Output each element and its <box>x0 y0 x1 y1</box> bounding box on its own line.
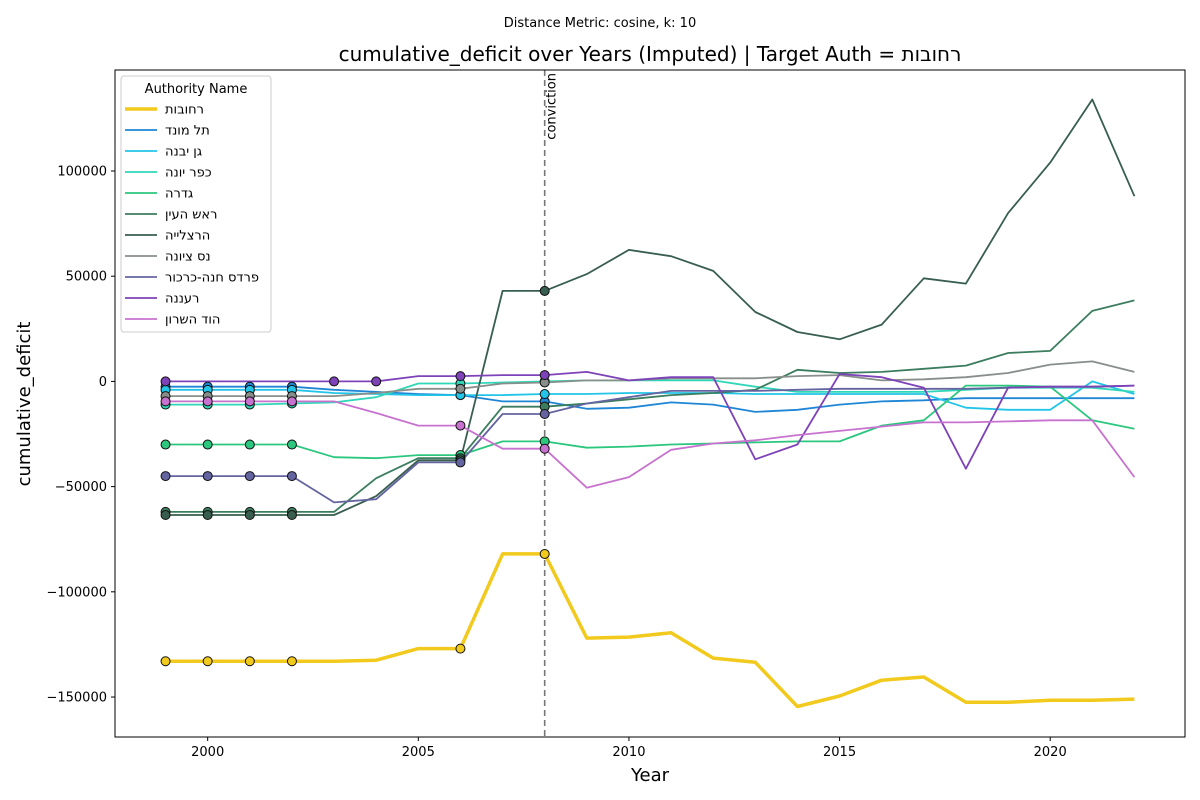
data-point <box>202 656 213 667</box>
y-axis-label: cumulative_deficit <box>14 322 35 487</box>
data-point <box>371 376 382 387</box>
y-ticks: −150000 −100000 −50000 0 50000 100000 <box>46 164 115 706</box>
x-axis-label: Year <box>630 765 670 786</box>
series-line <box>165 384 1135 460</box>
x-tick-label: 2020 <box>1034 745 1067 760</box>
legend-entry: כפר יונה <box>165 166 212 181</box>
x-tick-label: 2000 <box>191 745 224 760</box>
series-line <box>165 552 1135 709</box>
series-line <box>165 385 1135 413</box>
series-line <box>165 380 1135 411</box>
plot-frame <box>114 69 1186 738</box>
data-point <box>539 285 550 296</box>
data-point <box>455 383 466 394</box>
legend-entry: גן יבנה <box>165 145 202 160</box>
data-point <box>539 389 550 400</box>
data-point <box>286 471 297 482</box>
series-line <box>165 299 1135 513</box>
legend-entry: הרצלייה <box>165 229 210 244</box>
data-point <box>286 396 297 407</box>
x-tick-label: 2005 <box>402 745 435 760</box>
legend-items: רחובות תל מונד גן יבנה כפר יונה גדרה ראש העין… <box>125 103 259 328</box>
series-line <box>165 400 1136 489</box>
data-point <box>202 439 213 450</box>
data-point <box>202 396 213 407</box>
y-tick-label: 0 <box>99 375 107 390</box>
data-point <box>160 471 171 482</box>
legend-entry: רחובות <box>165 103 204 118</box>
legend-entry: הוד השרון <box>165 313 220 328</box>
data-point <box>455 457 466 468</box>
legend-title: Authority Name <box>145 82 248 97</box>
data-point <box>160 510 171 521</box>
data-point <box>244 510 255 521</box>
data-point <box>286 439 297 450</box>
data-point <box>244 439 255 450</box>
data-point <box>455 420 466 431</box>
data-point <box>244 396 255 407</box>
data-point <box>244 656 255 667</box>
y-tick-label: 100000 <box>57 164 107 179</box>
legend-entry: ראש העין <box>165 208 217 223</box>
series-line <box>165 98 1136 516</box>
data-point <box>202 471 213 482</box>
y-tick-label: 50000 <box>66 270 107 285</box>
data-point <box>539 409 550 420</box>
series-layer <box>165 98 1136 709</box>
series-line <box>165 384 1135 504</box>
data-point <box>160 396 171 407</box>
conviction-label: conviction <box>545 73 560 140</box>
data-point <box>329 376 340 387</box>
data-point <box>455 643 466 654</box>
legend-entry: נס ציונה <box>165 250 211 265</box>
series-line <box>165 370 1135 470</box>
data-point <box>539 443 550 454</box>
legend-entry: גדרה <box>165 187 193 202</box>
x-tick-label: 2010 <box>612 745 645 760</box>
data-point <box>160 656 171 667</box>
data-point <box>244 471 255 482</box>
x-tick-label: 2015 <box>823 745 856 760</box>
y-tick-label: −50000 <box>55 480 107 495</box>
y-tick-label: −100000 <box>46 585 107 600</box>
legend-box <box>120 75 272 333</box>
legend-entry: רעננה <box>165 292 199 307</box>
legend-entry: פרדס חנה-כרכור <box>165 271 259 286</box>
chart-title: cumulative_deficit over Years (Imputed) … <box>339 42 962 66</box>
data-point <box>286 656 297 667</box>
data-point <box>160 376 171 387</box>
legend: Authority Name רחובות תל מונד גן יבנה כפר י… <box>120 75 272 333</box>
chart-suptitle: Distance Metric: cosine, k: 10 <box>504 16 696 31</box>
data-point <box>539 370 550 381</box>
data-point <box>539 548 550 559</box>
data-point <box>286 510 297 521</box>
marker-layer <box>160 285 550 667</box>
data-point <box>160 439 171 450</box>
x-ticks: 2000 2005 2010 2015 2020 <box>191 737 1067 760</box>
data-point <box>202 510 213 521</box>
legend-entry: תל מונד <box>165 124 210 139</box>
y-tick-label: −150000 <box>46 691 107 706</box>
data-point <box>455 371 466 382</box>
